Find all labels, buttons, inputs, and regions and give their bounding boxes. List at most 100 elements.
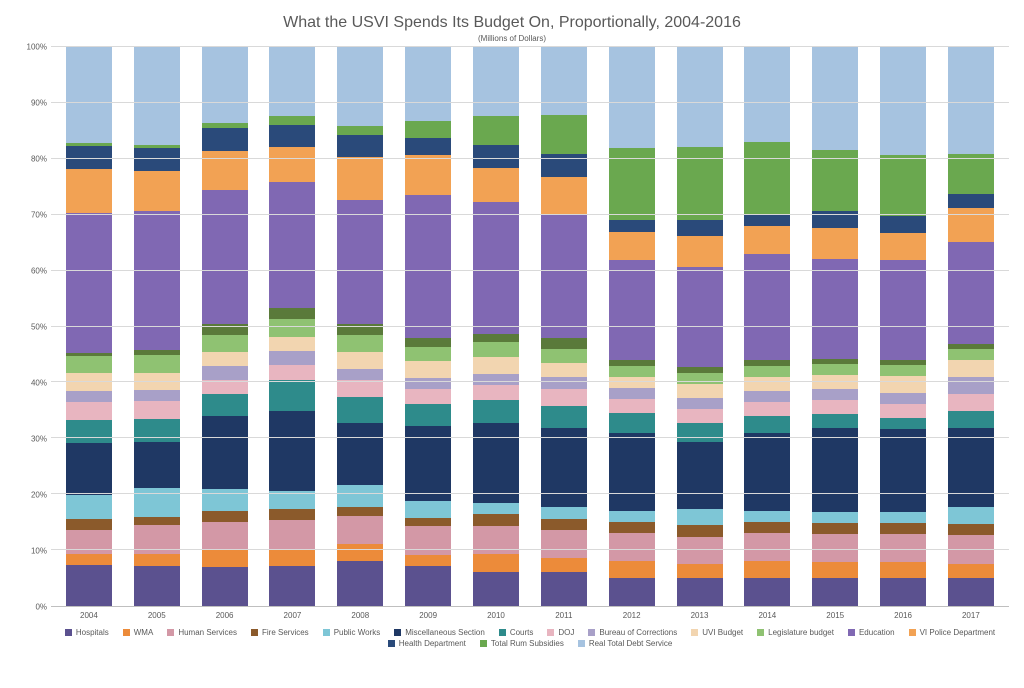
segment [134,517,180,526]
legend-item: Health Department [388,639,466,648]
segment [677,564,723,578]
legend-label: Total Rum Subsidies [491,639,564,648]
segment [812,428,858,511]
bar-2004 [66,47,112,606]
segment [744,433,790,511]
segment [812,414,858,428]
segment [269,125,315,148]
grid-line [51,158,1009,159]
bars-layer [51,47,1009,606]
segment [744,533,790,561]
segment [948,524,994,535]
segment [269,337,315,351]
segment [812,534,858,562]
grid-line [51,549,1009,550]
y-tick: 10% [31,547,47,556]
segment [744,511,790,522]
segment [880,260,926,360]
segment [202,128,248,150]
segment [948,578,994,606]
segment [880,393,926,404]
legend-item: Fire Services [251,628,309,637]
segment [744,215,790,226]
segment [269,116,315,125]
legend-item: Courts [499,628,534,637]
legend: HospitalsWMAHuman ServicesFire ServicesP… [51,628,1009,648]
segment [948,564,994,578]
segment [473,342,519,356]
y-tick: 0% [35,603,47,612]
legend-label: Public Works [334,628,381,637]
legend-item: Education [848,628,895,637]
segment [134,171,180,211]
segment [66,169,112,213]
segment [541,363,587,377]
segment [337,561,383,606]
segment [134,566,180,606]
segment [66,391,112,403]
segment [337,397,383,422]
segment [337,157,383,199]
segment [812,562,858,579]
y-tick: 70% [31,211,47,220]
segment [269,319,315,336]
segment [134,488,180,517]
segment [880,429,926,512]
legend-swatch [394,629,401,636]
legend-label: Bureau of Corrections [599,628,677,637]
segment [269,509,315,520]
legend-label: Education [859,628,895,637]
legend-swatch [547,629,554,636]
x-label: 2005 [134,607,180,620]
legend-item: Human Services [167,628,237,637]
segment [677,47,723,147]
segment [609,433,655,511]
segment [677,220,723,237]
segment [880,216,926,233]
legend-label: Human Services [178,628,237,637]
segment [337,369,383,380]
segment [812,578,858,606]
segment [473,572,519,606]
segment [541,428,587,507]
segment [473,116,519,145]
segment [609,522,655,533]
segment [473,374,519,385]
segment [202,522,248,550]
x-label: 2004 [66,607,112,620]
legend-label: WMA [134,628,154,637]
x-label: 2014 [744,607,790,620]
legend-swatch [480,640,487,647]
segment [202,335,248,352]
segment [134,419,180,442]
x-axis: 2004200520062007200820092010201120122013… [51,607,1009,620]
legend-label: Health Department [399,639,466,648]
legend-label: Legislature budget [768,628,834,637]
segment [134,401,180,418]
bar-2008 [337,47,383,606]
segment [948,411,994,428]
legend-item: Real Total Debt Service [578,639,672,648]
segment [405,518,451,527]
segment [541,214,587,338]
segment [337,200,383,324]
segment [337,380,383,397]
bar-2011 [541,47,587,606]
segment [609,232,655,260]
segment [609,220,655,231]
segment [812,364,858,375]
segment [609,413,655,433]
segment [405,566,451,606]
segment [677,384,723,398]
legend-swatch [65,629,72,636]
segment [337,507,383,515]
legend-label: UVI Budget [702,628,743,637]
segment [473,202,519,334]
segment [473,145,519,168]
segment [609,511,655,522]
segment [880,562,926,579]
y-tick: 100% [27,43,47,52]
segment [269,380,315,412]
segment [405,338,451,347]
segment [948,242,994,344]
